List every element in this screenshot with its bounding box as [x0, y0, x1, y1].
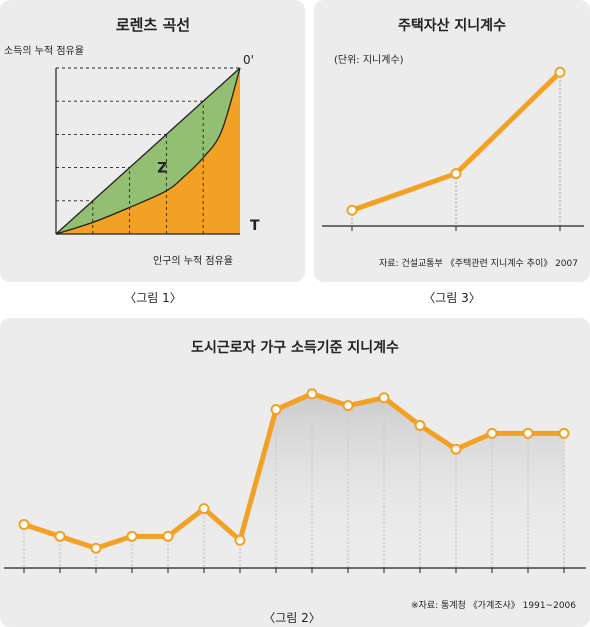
corner-label: 0': [243, 53, 254, 67]
lorenz-title: 로렌츠 곡선: [116, 16, 190, 34]
urban-point: [450, 443, 462, 455]
urban-point: [558, 427, 570, 439]
urban-point: [126, 530, 138, 542]
housing-point: [450, 168, 462, 180]
urban-point: [90, 542, 102, 554]
urban-point: [378, 392, 390, 404]
urban-point: [54, 530, 66, 542]
housing-title: 주택자산 지니계수: [398, 17, 506, 34]
urban-series-line: [21, 391, 567, 551]
lorenz-panel: [0, 0, 305, 282]
caption-figure-2: 〈그림 2〉: [263, 611, 321, 625]
equality-line: [55, 67, 241, 235]
urban-point: [306, 388, 318, 400]
urban-point: [414, 419, 426, 431]
housing-point: [346, 204, 358, 216]
urban-point: [18, 518, 30, 530]
housing-gini-chart: 주택자산 지니계수 (단위: 지니계수) 자료: 건설교통부 《주택관련 지니계…: [322, 17, 584, 269]
urban-point: [522, 427, 534, 439]
lorenz-curve: [55, 67, 241, 235]
urban-point: [234, 534, 246, 546]
urban-area-fill: [24, 393, 564, 568]
housing-point: [554, 66, 566, 78]
housing-source: 자료: 건설교통부 《주택관련 지니계수 추이》 2007: [379, 257, 578, 269]
housing-gini-panel: [314, 0, 590, 282]
lorenz-y-label: 소득의 누적 점유율: [4, 45, 84, 57]
caption-figure-3: 〈그림 3〉: [423, 291, 481, 305]
urban-source: ※자료: 통계청 《가계조사》 1991~2006: [411, 599, 576, 611]
urban-gini-chart: 도시근로자 가구 소득기준 지니계수 ※자료: 통계청 《가계조사》 1991~…: [4, 340, 586, 611]
lorenz-chart: 로렌츠 곡선 소득의 누적 점유율 0' Z T 인구의 누적 점유율: [4, 16, 260, 267]
urban-point: [486, 427, 498, 439]
below-curve-area: [56, 68, 240, 234]
urban-title: 도시근로자 가구 소득기준 지니계수: [191, 340, 399, 356]
caption-figure-1: 〈그림 1〉: [124, 291, 182, 305]
urban-point: [198, 503, 210, 515]
lorenz-x-label: 인구의 누적 점유율: [153, 255, 233, 267]
urban-point: [162, 530, 174, 542]
urban-point: [270, 404, 282, 416]
urban-point: [342, 400, 354, 412]
housing-unit-note: (단위: 지니계수): [334, 53, 404, 66]
zone-label: Z: [157, 161, 167, 177]
point-label: T: [250, 218, 260, 234]
